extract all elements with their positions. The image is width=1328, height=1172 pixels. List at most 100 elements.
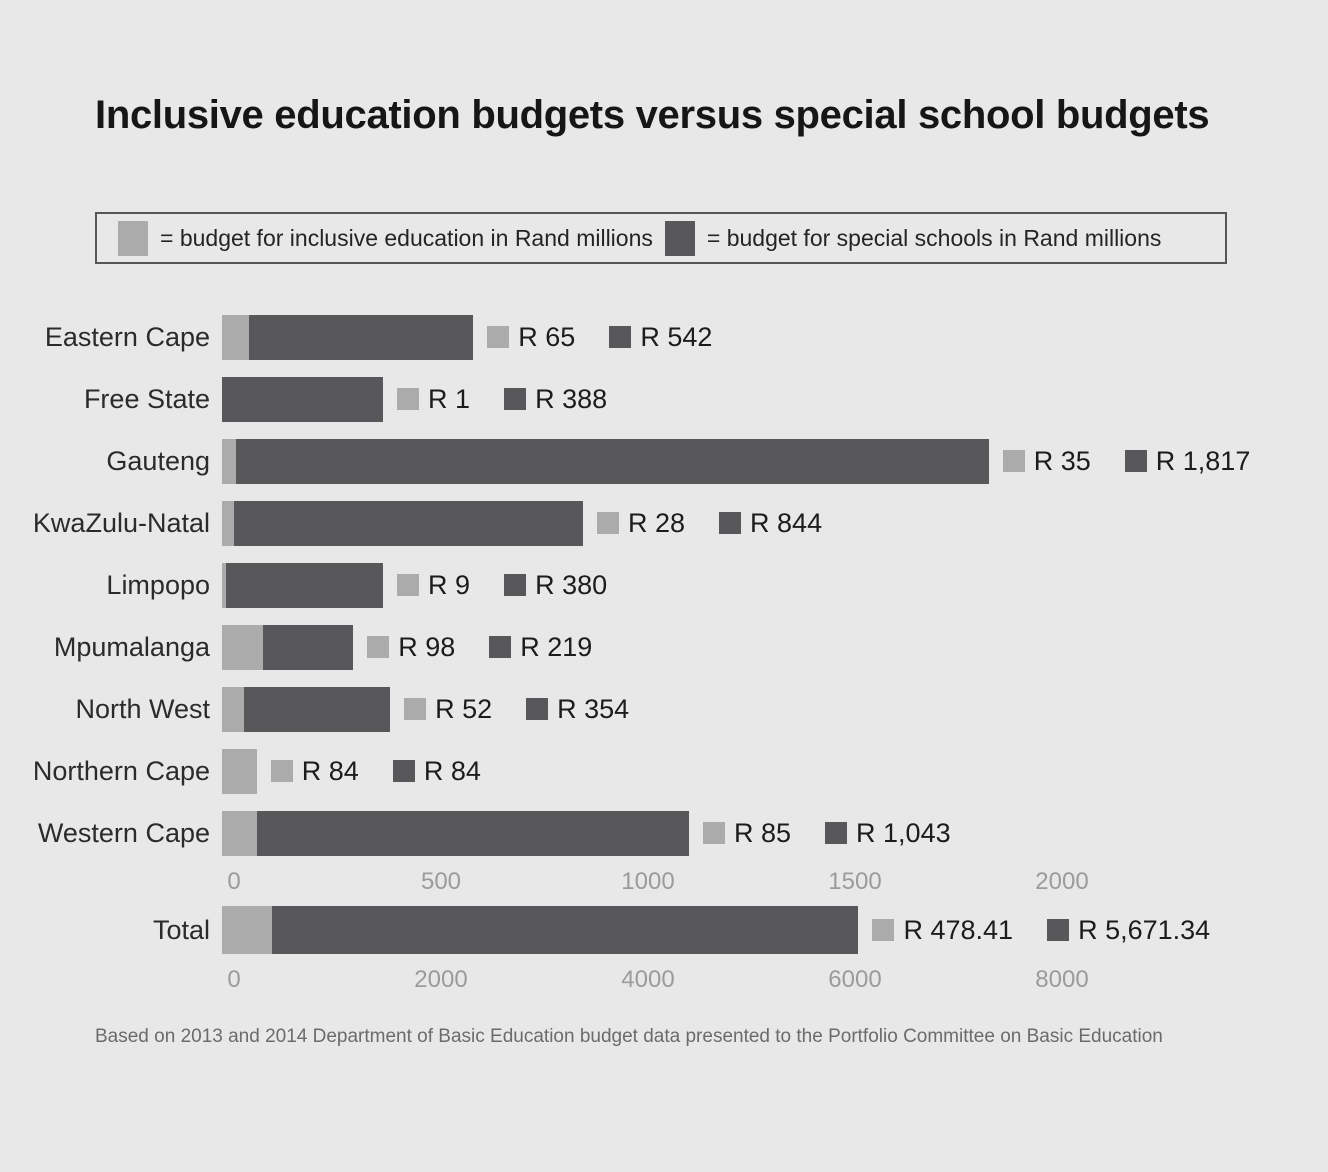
special-value-swatch — [719, 512, 741, 534]
inclusive-value-swatch — [597, 512, 619, 534]
inclusive-bar-segment — [222, 439, 236, 484]
bar-row: Mpumalanga R 98 R 219 — [0, 616, 1328, 678]
row-label: Total — [0, 915, 222, 946]
bar: R 52 R 354 — [222, 687, 1328, 732]
inclusive-bar-segment — [222, 906, 272, 954]
row-label: Mpumalanga — [0, 632, 222, 663]
inclusive-bar-segment — [222, 625, 263, 670]
special-bar-segment — [234, 501, 583, 546]
legend: = budget for inclusive education in Rand… — [95, 212, 1227, 264]
inclusive-value-swatch — [404, 698, 426, 720]
inclusive-value-label: R 478.41 — [903, 915, 1013, 946]
special-value-label: R 219 — [520, 632, 592, 663]
special-bar-segment — [226, 563, 383, 608]
legend-inclusive-swatch — [118, 221, 148, 256]
row-label: Eastern Cape — [0, 322, 222, 353]
special-bar-segment — [249, 315, 473, 360]
special-bar-segment — [257, 811, 689, 856]
bar: R 85 R 1,043 — [222, 811, 1328, 856]
inclusive-value-label: R 1 — [428, 384, 470, 415]
special-value-swatch — [825, 822, 847, 844]
row-label: Limpopo — [0, 570, 222, 601]
inclusive-value-label: R 28 — [628, 508, 685, 539]
axis-tick-label: 4000 — [621, 966, 674, 994]
special-bar-segment — [222, 377, 383, 422]
axis-tick-label: 8000 — [1035, 966, 1088, 994]
inclusive-value-label: R 84 — [302, 756, 359, 787]
special-value-swatch — [489, 636, 511, 658]
bar-row: Total R 478.41 R 5,671.34 — [0, 898, 1328, 962]
inclusive-bar-segment — [222, 749, 257, 794]
special-value-swatch — [609, 326, 631, 348]
inclusive-value-label: R 35 — [1034, 446, 1091, 477]
axis-tick-label: 2000 — [414, 966, 467, 994]
inclusive-bar-segment — [222, 687, 244, 732]
special-value-swatch — [504, 574, 526, 596]
inclusive-value-label: R 65 — [518, 322, 575, 353]
special-value-swatch — [504, 388, 526, 410]
inclusive-bar-segment — [222, 315, 249, 360]
inclusive-value-swatch — [397, 574, 419, 596]
axis-tick-label: 1500 — [828, 868, 881, 896]
axis-tick-label: 1000 — [621, 868, 674, 896]
special-value-label: R 388 — [535, 384, 607, 415]
inclusive-value-swatch — [487, 326, 509, 348]
chart-title: Inclusive education budgets versus speci… — [95, 92, 1328, 138]
bar-row: Western Cape R 85 R 1,043 — [0, 802, 1328, 864]
inclusive-value-swatch — [872, 919, 894, 941]
inclusive-bar-segment — [222, 811, 257, 856]
inclusive-value-label: R 98 — [398, 632, 455, 663]
special-bar-segment — [236, 439, 988, 484]
inclusive-value-label: R 52 — [435, 694, 492, 725]
value-labels: R 85 R 1,043 — [703, 818, 951, 849]
value-labels: R 1 R 388 — [397, 384, 607, 415]
row-label: KwaZulu-Natal — [0, 508, 222, 539]
legend-special-label: = budget for special schools in Rand mil… — [707, 225, 1162, 252]
total-row-container: Total R 478.41 R 5,671.34 — [0, 898, 1328, 962]
inclusive-bar-segment — [222, 501, 234, 546]
legend-special-swatch — [665, 221, 695, 256]
special-value-label: R 354 — [557, 694, 629, 725]
value-labels: R 52 R 354 — [404, 694, 629, 725]
axis-tick-label: 500 — [421, 868, 461, 896]
special-value-label: R 5,671.34 — [1078, 915, 1210, 946]
infographic-page: Inclusive education budgets versus speci… — [0, 92, 1328, 1048]
bar: R 478.41 R 5,671.34 — [222, 906, 1328, 954]
inclusive-value-swatch — [271, 760, 293, 782]
legend-inclusive-label: = budget for inclusive education in Rand… — [160, 225, 653, 252]
bar: R 1 R 388 — [222, 377, 1328, 422]
inclusive-value-swatch — [397, 388, 419, 410]
row-label: Western Cape — [0, 818, 222, 849]
value-labels: R 478.41 R 5,671.34 — [872, 915, 1210, 946]
axis-tick-label: 2000 — [1035, 868, 1088, 896]
bar: R 98 R 219 — [222, 625, 1328, 670]
special-value-label: R 1,043 — [856, 818, 951, 849]
source-note: Based on 2013 and 2014 Department of Bas… — [95, 1026, 1328, 1048]
special-bar-segment — [263, 625, 354, 670]
special-bar-segment — [244, 687, 391, 732]
inclusive-value-swatch — [703, 822, 725, 844]
special-bar-segment — [272, 906, 859, 954]
inclusive-value-label: R 85 — [734, 818, 791, 849]
inclusive-value-swatch — [1003, 450, 1025, 472]
row-label: Northern Cape — [0, 756, 222, 787]
inclusive-value-swatch — [367, 636, 389, 658]
value-labels: R 98 R 219 — [367, 632, 592, 663]
